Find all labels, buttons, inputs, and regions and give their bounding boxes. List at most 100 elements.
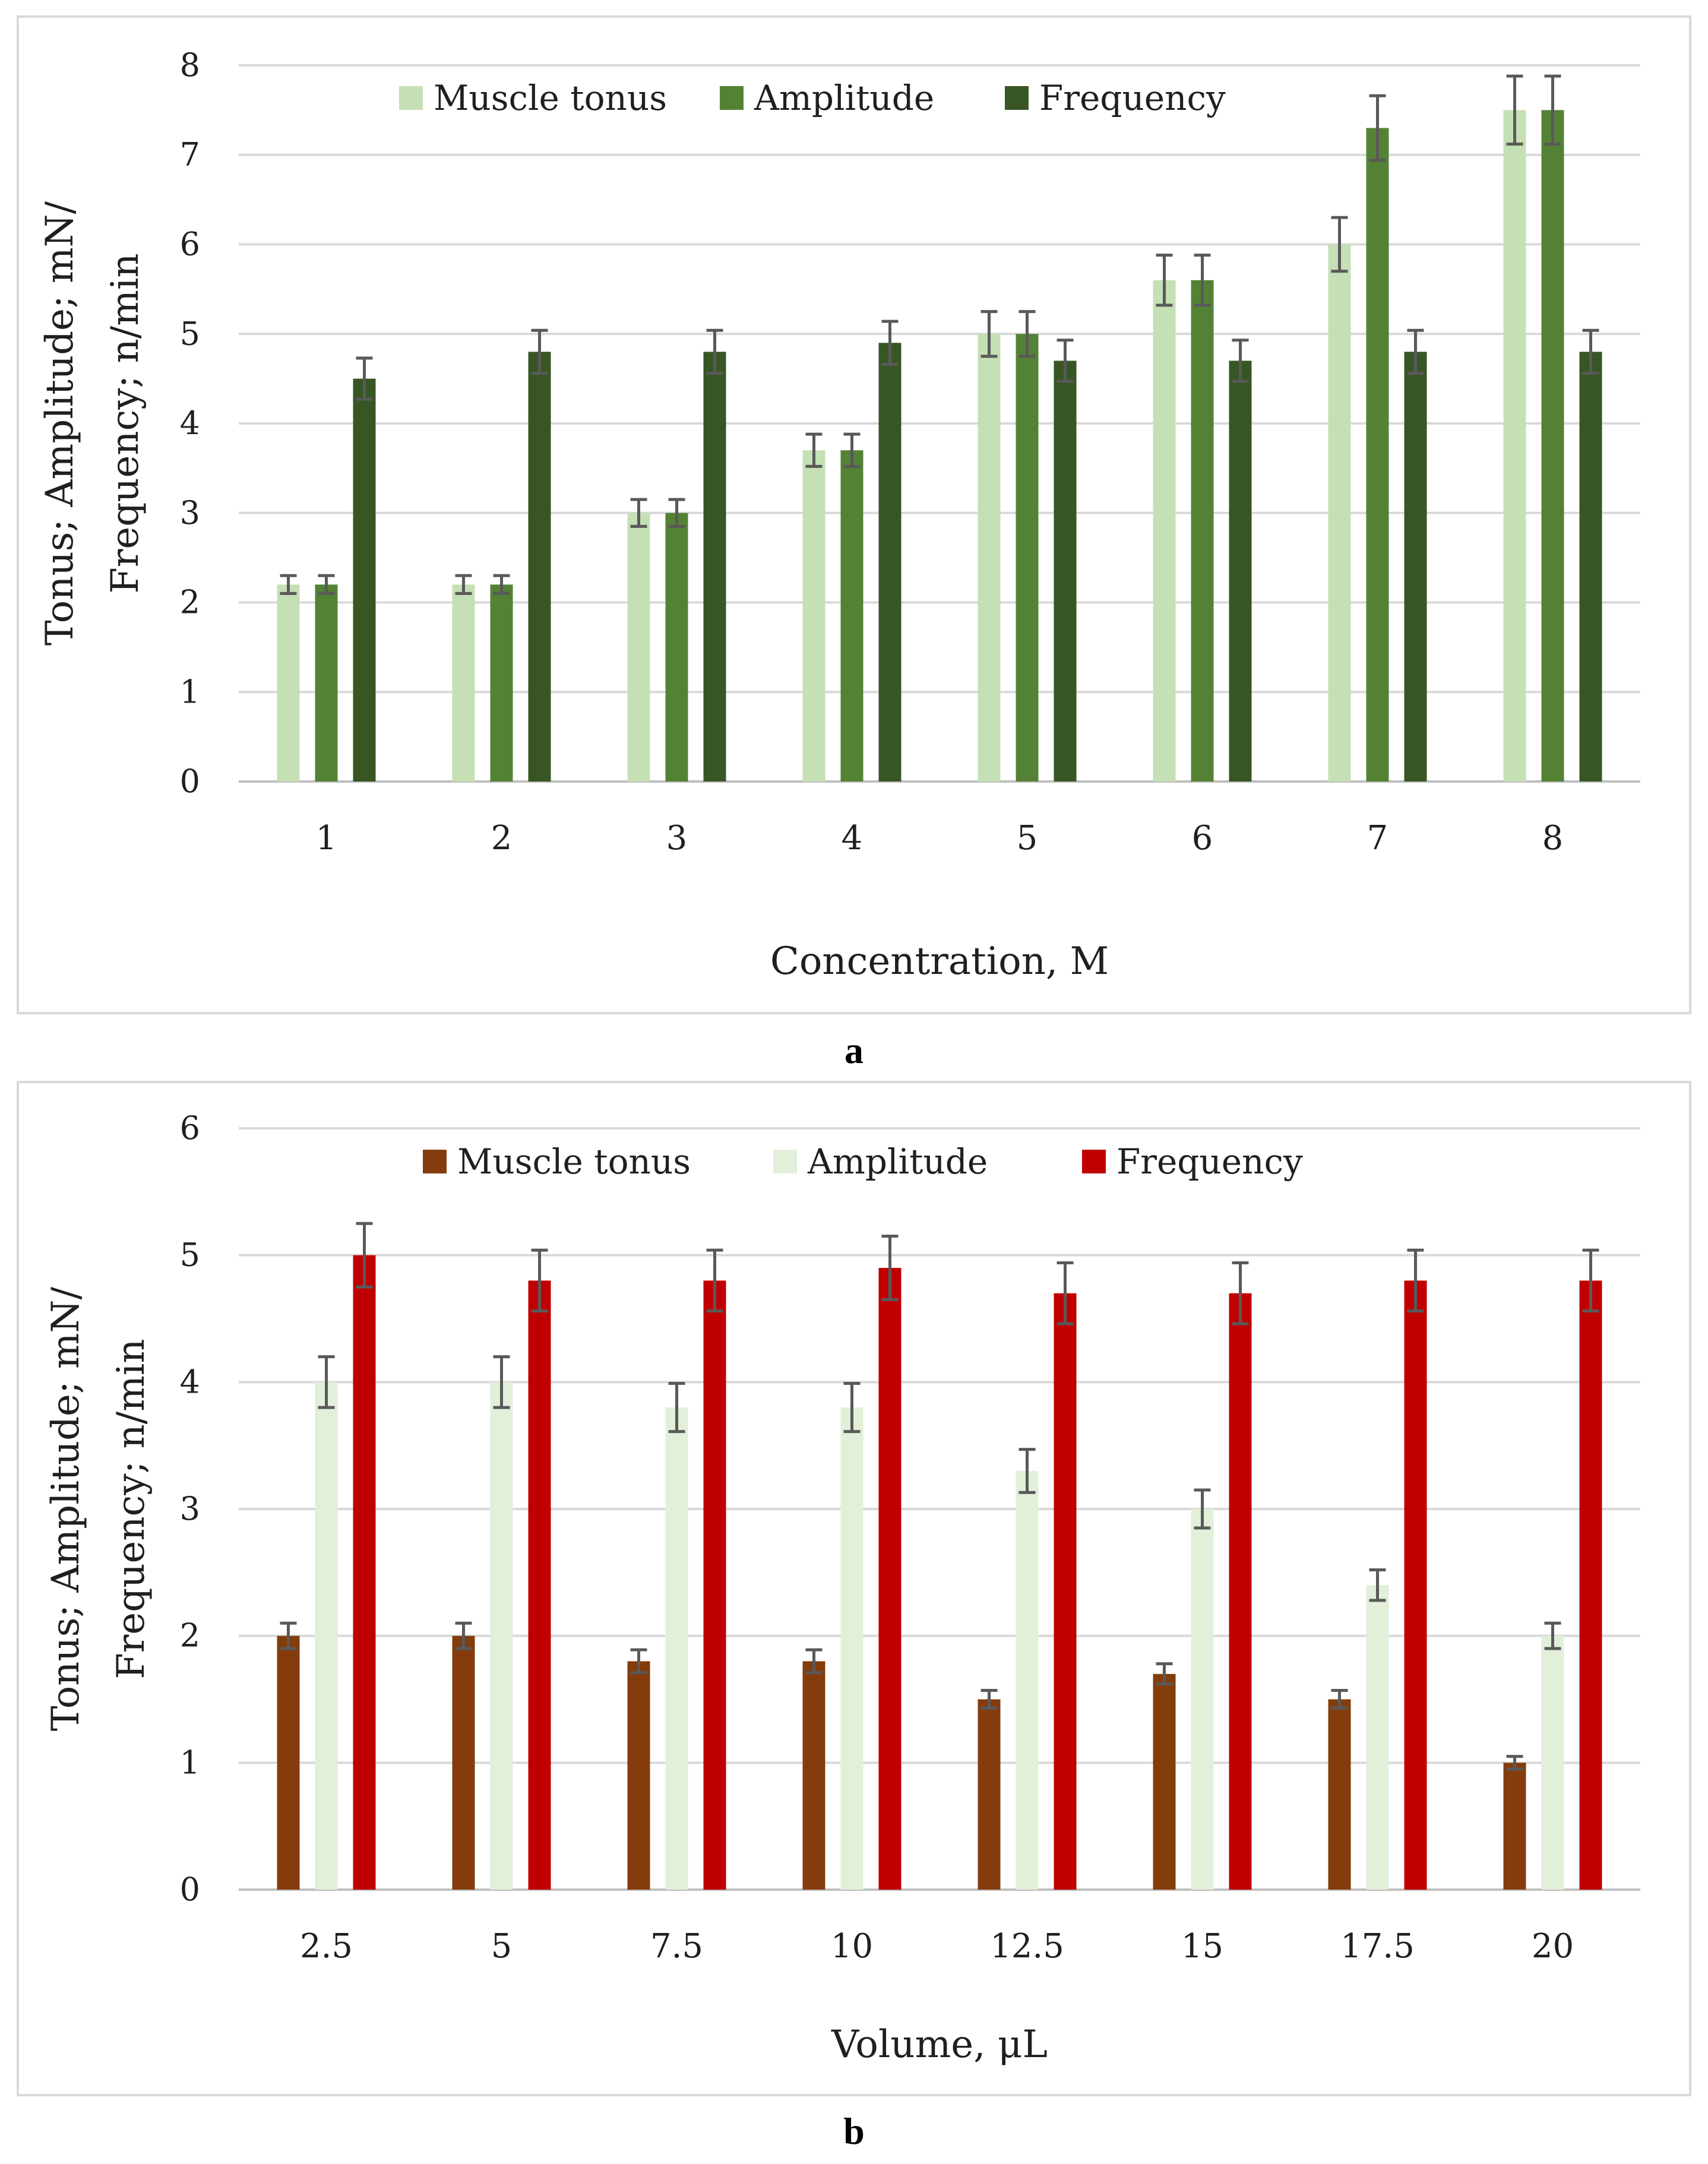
legend-swatch — [1082, 1150, 1106, 1173]
bar-amplitude — [840, 1407, 864, 1890]
legend-swatch — [720, 86, 744, 110]
legend-swatch — [1005, 86, 1029, 110]
x-tick-label: 15 — [1181, 1927, 1223, 1966]
chart-panel-a: 0 1 2 3 4 5 6 7 8 1 2 3 4 5 6 7 8 Muscle tonus Amplitude Fr… — [17, 15, 1691, 1014]
bar-amplitude — [1191, 280, 1214, 782]
bar-amplitude — [1366, 1585, 1389, 1890]
y-tick-label: 5 — [180, 315, 200, 352]
bar-amplitude — [1016, 1470, 1039, 1890]
bar-frequency — [878, 1268, 902, 1890]
bar-frequency — [1229, 1293, 1252, 1890]
bar-frequency — [353, 378, 376, 782]
bar-muscle-tonus — [277, 1635, 300, 1890]
y-tick-label: 0 — [180, 763, 200, 800]
y-tick-label: 4 — [180, 1363, 200, 1400]
legend-label: Frequency — [1116, 1141, 1303, 1182]
bar-frequency — [878, 343, 902, 782]
bar-frequency — [528, 1280, 551, 1890]
bar-muscle-tonus — [1328, 244, 1351, 782]
bar-frequency — [703, 1280, 726, 1890]
bar-frequency — [1404, 1280, 1427, 1890]
bar-muscle-tonus — [1328, 1699, 1351, 1890]
bar-frequency — [353, 1255, 376, 1890]
bar-muscle-tonus — [978, 334, 1001, 782]
legend-swatch — [423, 1150, 447, 1173]
chart-b-svg: 0 1 2 3 4 5 6 2.5 5 7.5 10 12.5 15 17.5 20 Muscle tonus… — [44, 1109, 1640, 2067]
bar-muscle-tonus — [452, 1635, 475, 1890]
y-tick-label: 2 — [180, 584, 200, 621]
bar-muscle-tonus — [1503, 1763, 1526, 1890]
x-tick-label: 5 — [1017, 819, 1038, 858]
x-tick-label: 4 — [842, 819, 863, 858]
legend-swatch — [399, 86, 423, 110]
y-axis-title-line2: Frequency; n/min — [109, 1339, 153, 1679]
x-axis-title: Volume, μL — [831, 2023, 1048, 2067]
y-tick-label: 2 — [180, 1617, 200, 1654]
bar-frequency — [528, 352, 551, 782]
y-tick-label: 1 — [180, 673, 200, 710]
bar-muscle-tonus — [802, 1661, 825, 1890]
x-tick-label: 10 — [831, 1927, 873, 1966]
chart-a-svg: 0 1 2 3 4 5 6 7 8 1 2 3 4 5 6 7 8 Muscle tonus Amplitude Fr… — [38, 46, 1640, 983]
x-tick-label: 1 — [316, 819, 337, 858]
x-axis-title: Concentration, M — [770, 939, 1109, 983]
x-tick-label: 17.5 — [1340, 1927, 1415, 1966]
y-axis-title-line2: Frequency; n/min — [103, 253, 147, 593]
y-tick-label: 6 — [180, 226, 200, 263]
x-tick-label: 2.5 — [300, 1927, 353, 1966]
bar-muscle-tonus — [277, 584, 300, 782]
bar-frequency — [1579, 352, 1602, 782]
bar-amplitude — [1541, 1635, 1564, 1890]
y-tick-label: 8 — [180, 46, 200, 84]
bar-frequency — [1054, 360, 1077, 782]
bar-muscle-tonus — [627, 512, 650, 782]
y-tick-label: 3 — [180, 1490, 200, 1527]
bar-amplitude — [840, 450, 864, 782]
legend-swatch — [773, 1150, 797, 1173]
bar-amplitude — [315, 584, 338, 782]
legend-label: Amplitude — [807, 1141, 988, 1182]
bar-amplitude — [315, 1382, 338, 1890]
y-tick-label: 5 — [180, 1236, 200, 1274]
x-tick-label: 12.5 — [990, 1927, 1064, 1966]
y-axis-title-line1: Tonus; Amplitude; mN/ — [38, 201, 82, 646]
bar-amplitude — [1016, 334, 1039, 782]
bar-muscle-tonus — [452, 584, 475, 782]
caption-b: b — [843, 2110, 865, 2152]
x-tick-label: 20 — [1532, 1927, 1574, 1966]
legend-label: Muscle tonus — [434, 78, 667, 118]
x-tick-label: 6 — [1192, 819, 1213, 858]
bar-amplitude — [490, 584, 513, 782]
x-tick-label: 3 — [666, 819, 688, 858]
bar-muscle-tonus — [1153, 1673, 1176, 1890]
x-tick-label: 7 — [1367, 819, 1388, 858]
legend-label: Amplitude — [754, 78, 934, 118]
bar-amplitude — [665, 1407, 688, 1890]
bar-frequency — [703, 352, 726, 782]
bar-amplitude — [490, 1382, 513, 1890]
bar-muscle-tonus — [802, 450, 825, 782]
y-tick-label: 3 — [180, 494, 200, 531]
x-tick-label: 7.5 — [650, 1927, 703, 1966]
bar-amplitude — [1191, 1509, 1214, 1890]
y-tick-label: 0 — [180, 1871, 200, 1908]
bar-muscle-tonus — [1503, 110, 1526, 782]
y-tick-label: 4 — [180, 404, 200, 442]
bar-frequency — [1054, 1293, 1077, 1890]
legend-label: Muscle tonus — [457, 1141, 691, 1182]
x-tick-label: 5 — [491, 1927, 513, 1966]
x-tick-label: 2 — [491, 819, 513, 858]
x-tick-label: 8 — [1542, 819, 1564, 858]
bar-frequency — [1579, 1280, 1602, 1890]
legend-label: Frequency — [1039, 78, 1226, 118]
chart-panel-b: 0 1 2 3 4 5 6 2.5 5 7.5 10 12.5 15 17.5 20 Muscle tonus… — [17, 1081, 1691, 2096]
bar-muscle-tonus — [978, 1699, 1001, 1890]
bar-amplitude — [1541, 110, 1564, 782]
y-axis-title-line1: Tonus; Amplitude; mN/ — [44, 1286, 88, 1731]
y-tick-label: 7 — [180, 136, 200, 173]
bar-amplitude — [665, 512, 688, 782]
bar-muscle-tonus — [627, 1661, 650, 1890]
bar-amplitude — [1366, 128, 1389, 782]
caption-a: a — [844, 1029, 864, 1071]
bar-frequency — [1404, 352, 1427, 782]
